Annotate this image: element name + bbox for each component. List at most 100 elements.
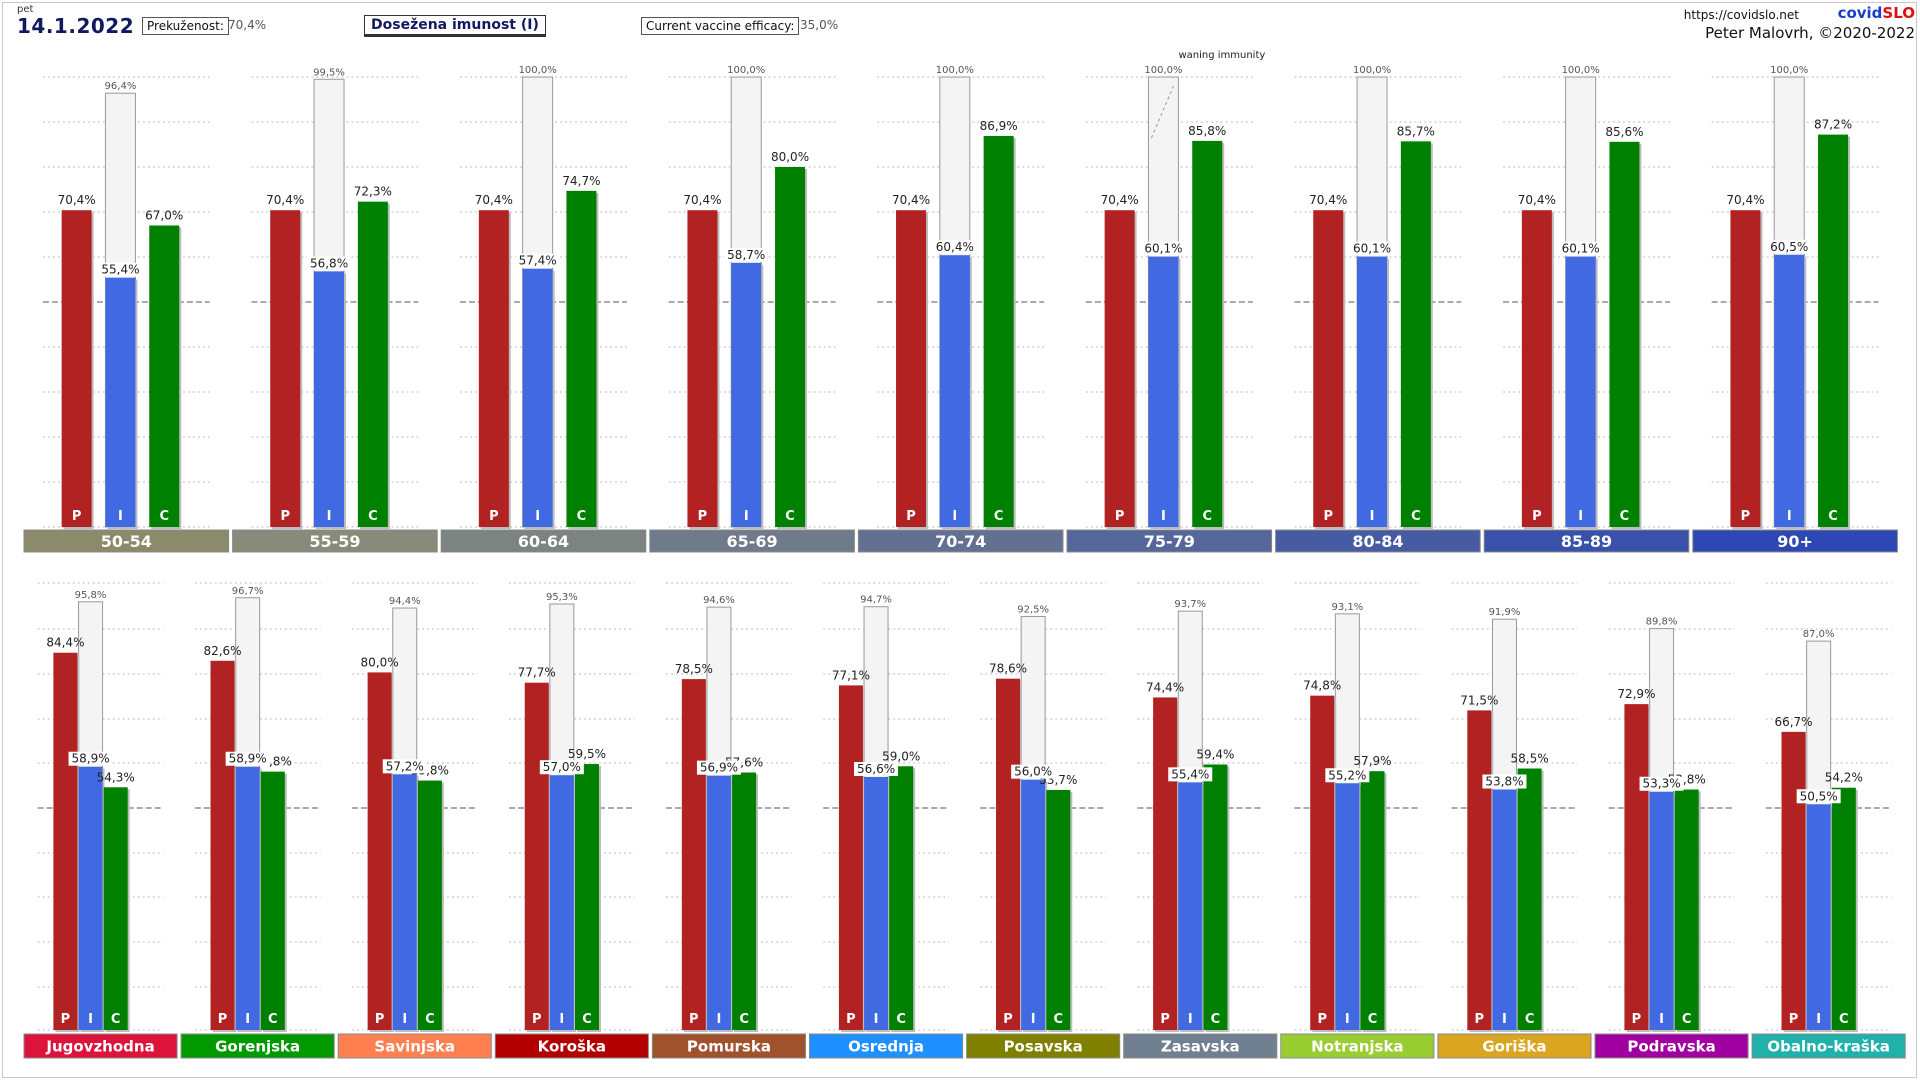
value-label-p: 77,7% (518, 666, 556, 680)
category-label-savinjska: Savinjska (374, 1037, 455, 1055)
date-label: 14.1.2022 (17, 14, 135, 38)
bar-letter-i: I (1370, 509, 1375, 524)
value-label-i: 53,3% (1642, 777, 1680, 791)
weekday-label: pet (17, 4, 34, 15)
bar-letter-c: C (111, 1012, 121, 1027)
bar-letter-i: I (1161, 509, 1166, 524)
category-label-90: 90+ (1777, 532, 1813, 551)
value-label-p: 70,4% (683, 193, 721, 207)
value-label-ghost: 100,0% (1562, 65, 1600, 76)
value-label-i: 56,9% (700, 761, 738, 775)
bar-c (103, 787, 128, 1030)
value-label-p: 72,9% (1617, 687, 1655, 701)
source-url[interactable]: https://covidslo.net (1683, 8, 1799, 22)
value-label-i: 58,9% (71, 752, 109, 766)
bar-letter-c: C (1368, 1012, 1378, 1027)
prekuzenost-label: Prekuženost: (142, 17, 229, 35)
bar-c (417, 780, 442, 1030)
bar-letter-i: I (1816, 1012, 1821, 1027)
bar-p (210, 660, 235, 1030)
bar-p (1521, 210, 1552, 527)
bar-c (889, 766, 914, 1030)
bar-letter-p: P (1160, 1012, 1170, 1027)
value-label-i: 60,1% (1144, 242, 1182, 256)
bar-c (983, 135, 1014, 527)
bar-p (1624, 704, 1649, 1030)
bar-letter-c: C (785, 509, 795, 524)
category-label-podravska: Podravska (1627, 1037, 1715, 1055)
value-label-bg (932, 240, 977, 255)
bar-c (1831, 787, 1856, 1030)
category-label-gori-ka: Goriška (1482, 1037, 1546, 1055)
value-label-i: 55,4% (1171, 767, 1209, 781)
bar-i (1148, 256, 1179, 527)
bar-i (731, 262, 762, 527)
value-label-bg (225, 751, 270, 766)
bar-letter-p: P (218, 1012, 228, 1027)
value-label-bg (854, 761, 899, 776)
category-box (232, 529, 438, 553)
value-label-ghost: 91,9% (1489, 607, 1521, 618)
category-label-55-59: 55-59 (309, 532, 360, 551)
value-label-ghost: 92,5% (1017, 605, 1049, 616)
bar-letter-p: P (72, 509, 82, 524)
value-label-ghost: 89,8% (1646, 617, 1678, 628)
bar-letter-p: P (1115, 509, 1125, 524)
value-label-c: 54,3% (97, 770, 135, 784)
value-label-p: 71,5% (1460, 693, 1498, 707)
value-label-bg (1639, 776, 1684, 791)
value-label-i: 60,1% (1562, 242, 1600, 256)
value-label-bg (515, 253, 560, 268)
value-label-p: 70,4% (475, 193, 513, 207)
value-label-bg (1350, 241, 1395, 256)
bar-i (1335, 783, 1360, 1030)
bar-letter-c: C (739, 1012, 749, 1027)
bar-p (1730, 210, 1761, 527)
bar-letter-p: P (532, 1012, 542, 1027)
value-label-i: 60,1% (1353, 242, 1391, 256)
category-box (1483, 529, 1690, 553)
category-label-65-69: 65-69 (727, 532, 778, 551)
bar-letter-i: I (88, 1012, 93, 1027)
chart-title: Dosežena imunost (I) (364, 15, 546, 37)
category-box (651, 1033, 807, 1059)
value-label-ghost: 95,3% (546, 592, 578, 603)
value-label-p: 70,4% (1101, 193, 1139, 207)
bar-p (1310, 695, 1335, 1030)
category-label-70-74: 70-74 (935, 532, 986, 551)
value-label-i: 57,2% (386, 759, 424, 773)
category-label-posavska: Posavska (1004, 1037, 1083, 1055)
value-label-c: 58,5% (1511, 752, 1549, 766)
value-label-p: 70,4% (58, 193, 96, 207)
value-label-i: 56,0% (1014, 765, 1052, 779)
bar-letter-i: I (744, 509, 749, 524)
brand-part-b: SLO (1882, 4, 1915, 22)
bar-i (1649, 791, 1674, 1030)
value-label-p: 70,4% (1726, 193, 1764, 207)
bar-i (1774, 254, 1805, 527)
value-label-c: 86,9% (980, 119, 1018, 133)
category-label-koro-ka: Koroška (538, 1037, 606, 1055)
bar-p (996, 678, 1021, 1030)
value-label-c: 87,2% (1814, 118, 1852, 132)
bar-letter-i: I (1345, 1012, 1350, 1027)
bar-i (1357, 256, 1388, 527)
category-box (1275, 529, 1481, 553)
bar-letter-i: I (1578, 509, 1583, 524)
category-label-50-54: 50-54 (101, 532, 152, 551)
bar-letter-i: I (1031, 1012, 1036, 1027)
bar-c (775, 167, 806, 527)
value-label-c: 85,8% (1188, 124, 1226, 138)
value-label-i: 57,4% (519, 254, 557, 268)
value-label-i: 58,9% (229, 752, 267, 766)
bar-p (270, 210, 301, 527)
bar-letter-i: I (402, 1012, 407, 1027)
category-box (649, 529, 855, 553)
value-label-bg (1767, 239, 1812, 254)
value-label-ghost: 96,7% (232, 586, 264, 597)
category-label-notranjska: Notranjska (1311, 1037, 1403, 1055)
vaccine-efficacy-value: 35,0% (800, 18, 839, 32)
value-label-bg (307, 256, 352, 271)
value-label-ghost: 100,0% (936, 65, 974, 76)
